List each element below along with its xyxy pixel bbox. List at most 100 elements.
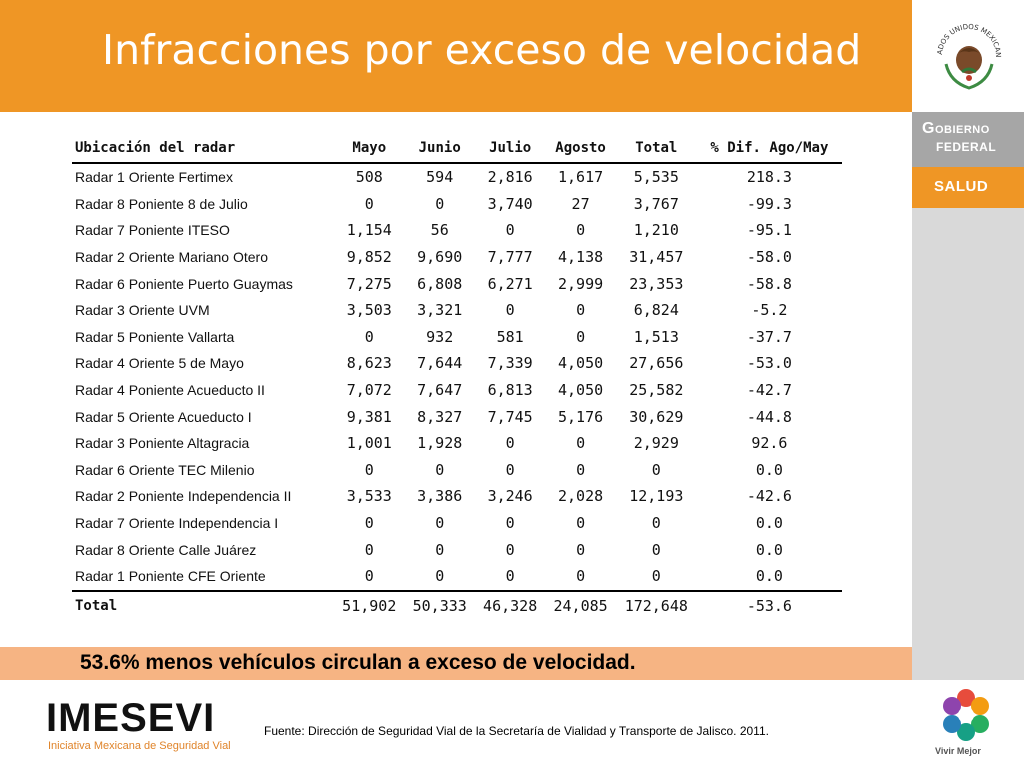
value-cell: 0 [364,327,374,346]
value-cell: 2,999 [558,274,604,293]
summary-text: 53.6% menos vehículos circulan a exceso … [80,651,636,674]
total-value-cell: 50,333 [404,589,475,620]
value-cell: 7,745 [487,407,533,426]
gobierno-federal-badge: Gobierno FEDERAL [912,112,1024,167]
summary-banner: 53.6% menos vehículos circulan a exceso … [0,647,912,680]
table-row: Radar 3 Oriente UVM 3,503 3,321 0 0 6,824 -5.2 [72,297,842,324]
table-body: Radar 1 Oriente Fertimex 508 594 2,816 1,617… [72,163,842,620]
value-cell: 0 [576,327,586,346]
value-cell: 1,617 [558,168,604,187]
total-value-cell: 51,902 [334,589,405,620]
value-cell: 0 [435,194,445,213]
value-cell: 3,767 [633,194,679,213]
radar-location-cell: Radar 6 Oriente TEC Milenio [75,461,255,478]
value-cell: 5,535 [633,168,679,187]
value-cell: 7,777 [487,248,533,267]
radar-location-cell: Radar 1 Oriente Fertimex [75,169,233,186]
value-cell: 3,740 [487,194,533,213]
value-cell: 0 [576,434,586,453]
table-row: Radar 2 Oriente Mariano Otero 9,852 9,690 7… [72,244,842,271]
value-cell: -5.2 [751,301,788,320]
radar-location-cell: Radar 8 Oriente Calle Juárez [75,541,257,558]
value-cell: 9,690 [417,248,463,267]
table-row: Radar 8 Poniente 8 de Julio 0 0 3,740 27 3,76… [72,191,842,218]
radar-location-cell: Radar 5 Poniente Vallarta [75,328,235,345]
imesevi-logo: IMESEVI Iniciativa Mexicana de Seguridad… [46,698,266,758]
value-cell: 56 [430,221,449,240]
value-cell: 0.0 [755,460,783,479]
source-note: Fuente: Dirección de Seguridad Vial de l… [264,724,769,738]
value-cell: 0 [505,540,515,559]
value-cell: 0 [505,301,515,320]
value-cell: -99.3 [746,194,792,213]
value-cell: 0 [576,567,586,586]
value-cell: 932 [426,327,454,346]
value-cell: 1,928 [417,434,463,453]
value-cell: 4,050 [558,381,604,400]
value-cell: 7,339 [487,354,533,373]
column-header: Mayo [334,134,405,164]
value-cell: 27 [571,194,590,213]
value-cell: 0.0 [755,514,783,533]
value-cell: 0 [576,301,586,320]
value-cell: 5,176 [558,407,604,426]
value-cell: -42.6 [746,487,792,506]
vivir-mejor-flower-icon [943,689,989,741]
column-header: Junio [404,134,475,164]
column-header: Julio [474,134,546,164]
value-cell: 2,028 [558,487,604,506]
radar-location-cell: Radar 7 Oriente Independencia I [75,515,279,532]
column-header: % Dif. Ago/May [696,134,842,164]
total-label: Total [72,589,335,620]
value-cell: 0 [505,221,515,240]
value-cell: 23,353 [629,274,684,293]
value-cell: 0 [576,540,586,559]
value-cell: 0 [651,567,661,586]
value-cell: 0 [364,194,374,213]
value-cell: 7,072 [346,381,392,400]
value-cell: -42.7 [746,381,792,400]
radar-location-cell: Radar 3 Oriente UVM [75,302,210,319]
radar-location-cell: Radar 4 Poniente Acueducto II [75,382,265,399]
value-cell: 7,647 [417,381,463,400]
radar-location-cell: Radar 5 Oriente Acueducto I [75,408,252,425]
value-cell: 1,154 [346,221,392,240]
value-cell: 1,001 [346,434,392,453]
value-cell: 12,193 [629,487,684,506]
value-cell: 7,644 [417,354,463,373]
value-cell: 0 [435,540,445,559]
total-value-cell: -53.6 [696,589,842,620]
column-header: Ubicación del radar [72,134,335,164]
table-header-row: Ubicación del radar Mayo Junio Julio Ago… [72,134,842,164]
radar-location-cell: Radar 3 Poniente Altagracia [75,435,250,452]
value-cell: 594 [426,168,454,187]
value-cell: 0 [576,514,586,533]
value-cell: 0 [435,567,445,586]
value-cell: 3,533 [346,487,392,506]
value-cell: 3,246 [487,487,533,506]
page-title: Infracciones por exceso de velocidad [102,26,862,74]
seal-box: ESTADOS UNIDOS MEXICANOS [912,0,1024,112]
table-row: Radar 1 Poniente CFE Oriente 0 0 0 0 0 0.0 [72,563,842,591]
gobierno-label: Gobierno [922,120,990,137]
vivir-mejor-label: Vivir Mejor [935,746,981,756]
column-header: Total [615,134,697,164]
logo-word: IMESEVI [46,696,216,740]
mexican-seal-icon: ESTADOS UNIDOS MEXICANOS [932,14,1002,90]
radar-location-cell: Radar 2 Oriente Mariano Otero [75,249,268,266]
value-cell: -58.0 [746,248,792,267]
radar-location-cell: Radar 4 Oriente 5 de Mayo [75,355,244,372]
value-cell: 1,210 [633,221,679,240]
total-value-cell: 24,085 [545,589,616,620]
vivir-mejor-logo: Vivir Mejor [930,686,1002,764]
value-cell: 31,457 [629,248,684,267]
value-cell: 0 [364,540,374,559]
total-value-cell: 172,648 [615,589,697,620]
value-cell: -44.8 [746,407,792,426]
table-row: Radar 7 Poniente ITESO 1,154 56 0 0 1,210 -95.… [72,217,842,244]
value-cell: 508 [355,168,383,187]
value-cell: 9,381 [346,407,392,426]
table-row: Radar 5 Poniente Vallarta 0 932 581 0 1,513 -3… [72,324,842,351]
value-cell: 4,050 [558,354,604,373]
radar-location-cell: Radar 8 Poniente 8 de Julio [75,195,248,212]
